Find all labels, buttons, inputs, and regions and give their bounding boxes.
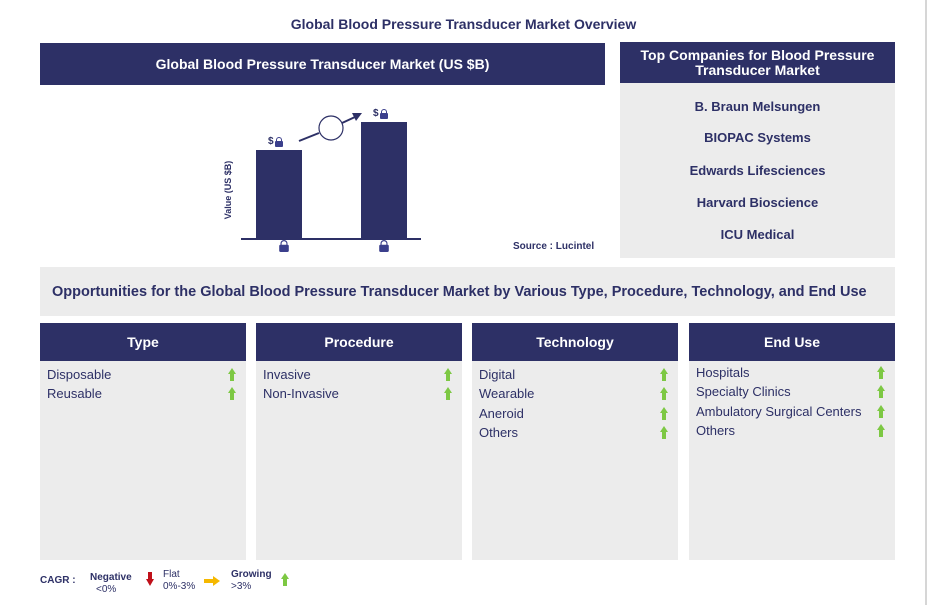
segment-item-label: Others [479, 425, 519, 441]
segment-item: Hospitals [689, 363, 895, 382]
growing-arrow-icon [877, 404, 885, 419]
growing-arrow-icon [228, 387, 236, 401]
growing-arrow-icon [877, 423, 885, 438]
company-item: BIOPAC Systems [704, 130, 811, 145]
segment-procedure: Procedure Invasive Non-Invasive [256, 323, 462, 560]
segment-item: Aneroid [472, 404, 678, 423]
segment-item-label: Hospitals [696, 365, 750, 381]
legend-label: CAGR : [40, 575, 76, 586]
segment-body: Disposable Reusable [40, 361, 246, 560]
segment-end-use: End Use Hospitals Specialty Clinics Ambu… [689, 323, 895, 560]
bar-1-value-label: $ [268, 136, 283, 147]
companies-list: B. Braun Melsungen BIOPAC Systems Edward… [620, 83, 895, 258]
segment-type: Type Disposable Reusable [40, 323, 246, 560]
segment-item-label: Digital [479, 367, 516, 383]
negative-arrow-icon [146, 572, 154, 586]
growing-arrow-icon [660, 406, 668, 421]
segment-item: Others [472, 423, 678, 442]
growing-arrow-icon [660, 368, 668, 382]
segment-item: Non-Invasive [256, 384, 462, 403]
segment-body: Hospitals Specialty Clinics Ambulatory S… [689, 361, 895, 560]
dollar-sign: $ [268, 136, 274, 147]
segment-item-label: Ambulatory Surgical Centers [696, 403, 862, 419]
x-category-1-lock-icon [279, 240, 289, 252]
lock-icon [379, 108, 388, 119]
x-axis-line [241, 238, 421, 240]
bar-2-value-label: $ [373, 108, 388, 119]
segment-item-label: Non-Invasive [263, 386, 339, 402]
flat-arrow-icon [204, 576, 220, 586]
segment-body: Digital Wearable Aneroid Others [472, 361, 678, 560]
cagr-growth-arrow-icon [298, 113, 362, 142]
segment-technology: Technology Digital Wearable Aneroid Othe… [472, 323, 678, 560]
lock-icon [274, 136, 283, 147]
growing-arrow-icon [660, 387, 668, 401]
chart-header: Global Blood Pressure Transducer Market … [40, 43, 605, 85]
legend-flat-title: Flat [163, 569, 180, 580]
company-item: B. Braun Melsungen [694, 99, 821, 114]
right-border-line [925, 0, 927, 605]
growing-arrow-icon [660, 425, 668, 440]
segment-item: Digital [472, 365, 678, 384]
segment-item-label: Wearable [479, 386, 535, 402]
company-item: Edwards Lifesciences [689, 163, 826, 178]
legend-growing-range: >3% [231, 581, 252, 592]
segment-item-label: Others [696, 423, 736, 439]
source-note: Source : Lucintel [513, 241, 595, 252]
segment-item: Others [689, 421, 895, 440]
segment-item: Ambulatory Surgical Centers [689, 402, 895, 421]
company-item: ICU Medical [720, 227, 795, 242]
bar-1 [256, 150, 302, 238]
segment-item-label: Disposable [47, 367, 112, 383]
growing-arrow-icon [877, 366, 885, 380]
y-axis-label: Value (US $B) [223, 160, 233, 220]
segment-item-label: Reusable [47, 386, 102, 402]
segment-item-label: Aneroid [479, 405, 524, 421]
growing-arrow-icon [444, 387, 452, 401]
growing-arrow-icon [281, 573, 289, 587]
growing-arrow-icon [228, 368, 236, 382]
segment-item: Wearable [472, 384, 678, 403]
segment-item-label: Invasive [263, 367, 311, 383]
segment-item: Invasive [256, 365, 462, 384]
segment-item: Disposable [40, 365, 246, 384]
segment-header: Procedure [256, 323, 462, 361]
x-category-2-lock-icon [379, 240, 389, 252]
page-title: Global Blood Pressure Transducer Market … [290, 16, 637, 32]
segment-item-label: Specialty Clinics [696, 384, 791, 400]
segment-header: End Use [689, 323, 895, 361]
segment-item: Reusable [40, 384, 246, 403]
growing-arrow-icon [444, 368, 452, 382]
segment-item: Specialty Clinics [689, 382, 895, 401]
opportunities-banner: Opportunities for the Global Blood Press… [40, 267, 895, 316]
legend-negative-title: Negative [90, 572, 132, 583]
segment-header: Technology [472, 323, 678, 361]
companies-header: Top Companies for Blood Pressure Transdu… [620, 42, 895, 83]
growing-arrow-icon [877, 385, 885, 399]
bar-2 [361, 122, 407, 238]
dollar-sign: $ [373, 108, 379, 119]
company-item: Harvard Bioscience [696, 195, 819, 210]
segment-header: Type [40, 323, 246, 361]
legend-negative-range: <0% [96, 584, 117, 595]
legend-growing-title: Growing [231, 569, 272, 580]
segment-body: Invasive Non-Invasive [256, 361, 462, 560]
legend-flat-range: 0%-3% [163, 581, 196, 592]
